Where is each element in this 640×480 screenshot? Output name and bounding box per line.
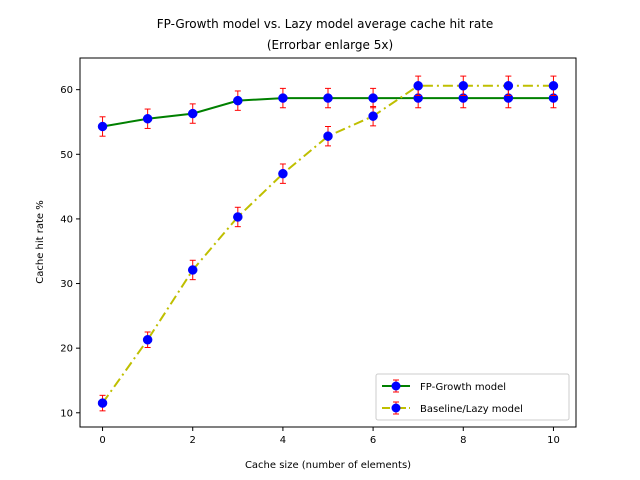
data-point — [97, 398, 108, 408]
data-point — [323, 131, 333, 141]
y-tick-label: 40 — [60, 214, 73, 225]
y-axis-label: Cache hit rate % — [35, 200, 46, 284]
y-tick-label: 50 — [60, 150, 73, 161]
x-tick-label: 8 — [460, 435, 466, 446]
axes-frame — [79, 57, 577, 428]
data-point — [548, 81, 559, 91]
data-point — [368, 93, 378, 103]
legend: FP-Growth model Baseline/Lazy model — [375, 373, 570, 421]
x-tick-label: 10 — [547, 435, 560, 446]
chart-title-line-2: (Errorbar enlarge 5x) — [267, 38, 393, 52]
x-tick-label: 6 — [370, 435, 376, 446]
data-point — [503, 81, 514, 91]
legend-label: Baseline/Lazy model — [420, 404, 523, 415]
data-point — [142, 113, 153, 124]
y-tick-label: 30 — [60, 279, 73, 290]
data-point — [142, 335, 153, 345]
data-point — [413, 81, 423, 91]
data-point — [278, 168, 288, 179]
data-point — [323, 93, 333, 103]
series-line-2 — [101, 84, 554, 404]
data-point — [187, 108, 198, 119]
data-point — [458, 81, 469, 91]
data-point — [278, 93, 288, 103]
legend-box — [375, 373, 570, 421]
data-point — [233, 95, 243, 106]
chart-title-line-1: FP-Growth model vs. Lazy model average c… — [157, 17, 494, 31]
y-tick-label: 10 — [60, 408, 73, 419]
data-point — [97, 121, 108, 132]
y-tick-label: 60 — [60, 85, 73, 96]
data-point — [233, 212, 243, 222]
x-axis-label: Cache size (number of elements) — [245, 460, 411, 471]
legend-label: FP-Growth model — [420, 382, 506, 393]
y-tick-label: 20 — [60, 344, 73, 355]
legend-marker — [391, 403, 401, 413]
data-point — [368, 111, 378, 121]
x-tick-label: 2 — [190, 435, 196, 446]
x-tick-label: 0 — [99, 435, 105, 446]
data-point — [187, 265, 198, 275]
plot-area: 0 2 4 6 8 10 10 20 30 40 50 60 — [60, 75, 560, 446]
x-tick-label: 4 — [280, 435, 286, 446]
legend-marker — [391, 381, 401, 391]
